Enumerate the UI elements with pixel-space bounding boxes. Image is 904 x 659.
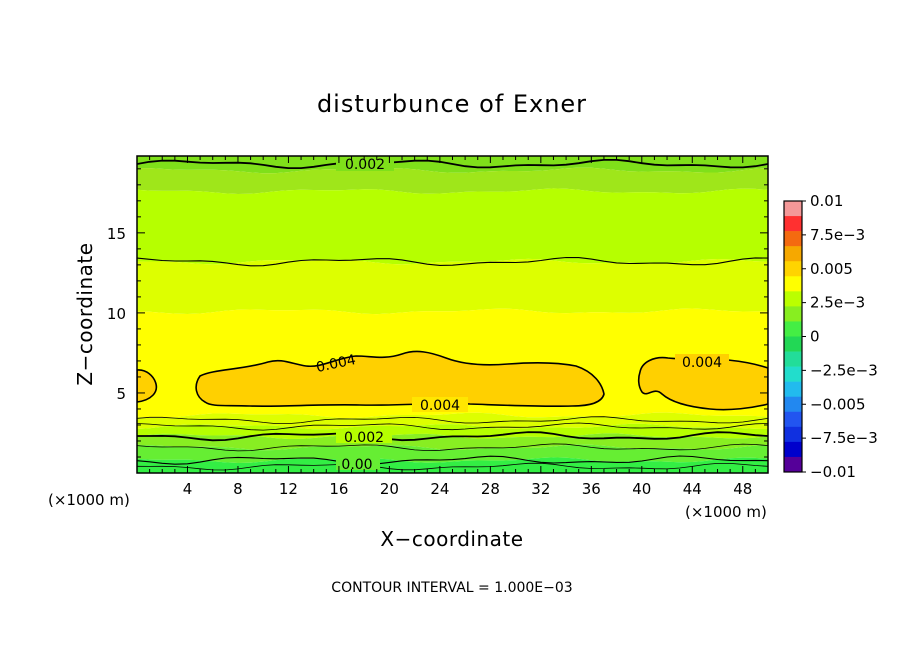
colorbar-swatch bbox=[784, 366, 802, 382]
colorbar-label: 0.01 bbox=[810, 192, 843, 210]
contour-label-000: 0.00 bbox=[341, 457, 372, 473]
contour-label-0002-bottom: 0.002 bbox=[344, 430, 384, 446]
x-tick-label: 8 bbox=[233, 480, 243, 498]
x-tick-label: 32 bbox=[531, 480, 550, 498]
colorbar-label: −0.01 bbox=[810, 463, 856, 481]
x-axis-title: X−coordinate bbox=[380, 527, 523, 551]
colorbar-label: 0 bbox=[810, 328, 820, 346]
contour-band bbox=[137, 457, 768, 473]
colorbar-swatch bbox=[784, 351, 802, 367]
colorbar-swatch bbox=[784, 276, 802, 292]
colorbar-label: −0.005 bbox=[810, 395, 866, 413]
x-tick-label: 40 bbox=[632, 480, 651, 498]
label-bg bbox=[336, 156, 394, 171]
contour-line bbox=[137, 256, 768, 267]
colorbar-label: −7.5e−3 bbox=[810, 429, 878, 447]
contour-line bbox=[137, 422, 768, 431]
label-bg bbox=[336, 456, 380, 470]
colorbar-swatch bbox=[784, 306, 802, 322]
colorbar-swatch bbox=[784, 336, 802, 352]
contour-label-0004-right: 0.004 bbox=[682, 355, 722, 371]
contour-band bbox=[137, 167, 768, 194]
colorbar-swatch bbox=[784, 201, 802, 217]
x-unit-right: (×1000 m) bbox=[685, 503, 767, 521]
colorbar-swatch bbox=[784, 456, 802, 473]
region-0004-center bbox=[195, 350, 605, 408]
colorbar: 0.01 7.5e−3 0.005 2.5e−3 0 −2.5e−3 −0.005 −7.5e… bbox=[783, 192, 878, 481]
x-tick-label: 12 bbox=[279, 480, 298, 498]
y-tick-label: 5 bbox=[116, 385, 126, 403]
x-tick-label: 28 bbox=[481, 480, 500, 498]
colorbar-label: 0.005 bbox=[810, 260, 853, 278]
x-tick-label: 20 bbox=[380, 480, 399, 498]
colorbar-swatch bbox=[784, 246, 802, 262]
colorbar-label: −2.5e−3 bbox=[810, 361, 878, 379]
colorbar-swatch bbox=[784, 216, 802, 232]
contour-line bbox=[137, 416, 768, 424]
colorbar-label: 2.5e−3 bbox=[810, 294, 865, 312]
y-axis-title: Z−coordinate bbox=[73, 242, 97, 385]
contour-line bbox=[137, 431, 768, 442]
x-tick-label: 48 bbox=[733, 480, 752, 498]
colorbar-swatch bbox=[784, 231, 802, 247]
contour-line-layer bbox=[137, 159, 768, 471]
contour-line bbox=[137, 443, 768, 452]
contour-label-layer: 0.002 0.004 0.004 0.004 0.002 0.00 bbox=[315, 156, 729, 473]
colorbar-swatch bbox=[784, 321, 802, 337]
contour-line bbox=[137, 159, 768, 169]
contour-label-0004-center-bottom: 0.004 bbox=[420, 398, 460, 414]
contour-interval-note: CONTOUR INTERVAL = 1.000E−03 bbox=[331, 580, 572, 596]
y-tick-label: 10 bbox=[107, 305, 126, 323]
contour-band bbox=[137, 188, 768, 265]
y-tick-label: 15 bbox=[107, 225, 126, 243]
colorbar-swatch bbox=[784, 411, 802, 428]
colorbar-label: 7.5e−3 bbox=[810, 226, 865, 244]
x-unit-left: (×1000 m) bbox=[48, 491, 130, 509]
contour-label-0002-top: 0.002 bbox=[345, 157, 385, 173]
colorbar-swatch bbox=[784, 441, 802, 458]
x-tick-label: 36 bbox=[582, 480, 601, 498]
chart-title: disturbunce of Exner bbox=[317, 90, 587, 118]
label-bg bbox=[412, 397, 468, 412]
plot-area bbox=[137, 156, 768, 473]
label-bg bbox=[675, 354, 729, 369]
contour-line bbox=[137, 455, 768, 465]
x-tick-label: 24 bbox=[430, 480, 449, 498]
label-bg bbox=[336, 429, 392, 443]
contour-band bbox=[137, 258, 768, 315]
colorbar-swatch bbox=[784, 261, 802, 277]
contour-line bbox=[137, 462, 768, 471]
colorbar-swatch bbox=[784, 396, 802, 413]
x-tick-label: 44 bbox=[683, 480, 702, 498]
colorbar-swatch bbox=[784, 426, 802, 443]
region-0004-left-edge bbox=[137, 369, 158, 403]
colorbar-swatch bbox=[784, 381, 802, 398]
band-layer bbox=[137, 156, 768, 473]
x-tick-label: 4 bbox=[183, 480, 193, 498]
x-tick-label: 16 bbox=[329, 480, 348, 498]
contour-band bbox=[137, 412, 768, 430]
colorbar-swatch bbox=[784, 291, 802, 307]
region-0004-right bbox=[637, 356, 768, 411]
